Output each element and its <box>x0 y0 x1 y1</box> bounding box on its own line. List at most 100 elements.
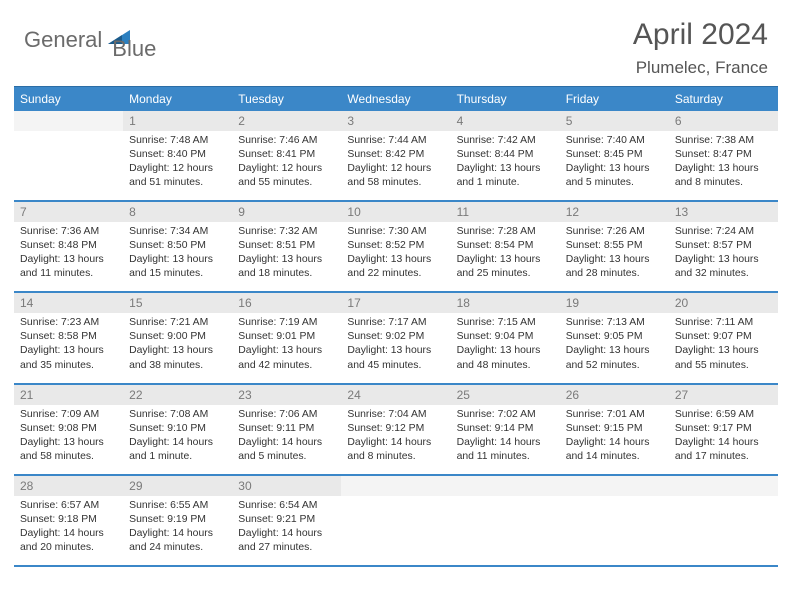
title-block: April 2024 Plumelec, France <box>633 18 768 78</box>
day-number <box>451 476 560 496</box>
weekday-mon: Monday <box>123 87 232 111</box>
sunset-text: Sunset: 8:52 PM <box>347 239 444 253</box>
daylight-text: Daylight: 14 hours and 5 minutes. <box>238 436 335 464</box>
day-number: 18 <box>451 293 560 313</box>
day-number: 9 <box>232 202 341 222</box>
sunrise-text: Sunrise: 7:19 AM <box>238 316 335 330</box>
day-number <box>669 476 778 496</box>
day-info: Sunrise: 7:40 AMSunset: 8:45 PMDaylight:… <box>560 131 669 200</box>
day-number <box>14 111 123 131</box>
sunset-text: Sunset: 9:11 PM <box>238 422 335 436</box>
day-number: 27 <box>669 385 778 405</box>
day-number: 6 <box>669 111 778 131</box>
day-number: 11 <box>451 202 560 222</box>
daylight-text: Daylight: 14 hours and 17 minutes. <box>675 436 772 464</box>
sunset-text: Sunset: 8:47 PM <box>675 148 772 162</box>
day-info <box>560 496 669 565</box>
sunrise-text: Sunrise: 7:46 AM <box>238 134 335 148</box>
sunset-text: Sunset: 9:05 PM <box>566 330 663 344</box>
sunrise-text: Sunrise: 7:40 AM <box>566 134 663 148</box>
daylight-text: Daylight: 13 hours and 11 minutes. <box>20 253 117 281</box>
sunset-text: Sunset: 9:07 PM <box>675 330 772 344</box>
day-number: 26 <box>560 385 669 405</box>
day-info: Sunrise: 7:11 AMSunset: 9:07 PMDaylight:… <box>669 313 778 382</box>
sunset-text: Sunset: 8:40 PM <box>129 148 226 162</box>
weekday-wed: Wednesday <box>341 87 450 111</box>
daylight-text: Daylight: 13 hours and 58 minutes. <box>20 436 117 464</box>
sunset-text: Sunset: 9:12 PM <box>347 422 444 436</box>
day-info: Sunrise: 7:24 AMSunset: 8:57 PMDaylight:… <box>669 222 778 291</box>
sunrise-text: Sunrise: 7:21 AM <box>129 316 226 330</box>
weekday-fri: Friday <box>560 87 669 111</box>
sunset-text: Sunset: 9:10 PM <box>129 422 226 436</box>
sunrise-text: Sunrise: 7:04 AM <box>347 408 444 422</box>
sunset-text: Sunset: 9:14 PM <box>457 422 554 436</box>
sunset-text: Sunset: 8:57 PM <box>675 239 772 253</box>
calendar-week: 78910111213Sunrise: 7:36 AMSunset: 8:48 … <box>14 202 778 293</box>
sunset-text: Sunset: 9:21 PM <box>238 513 335 527</box>
daylight-text: Daylight: 13 hours and 55 minutes. <box>675 344 772 372</box>
day-info: Sunrise: 7:34 AMSunset: 8:50 PMDaylight:… <box>123 222 232 291</box>
daylight-text: Daylight: 14 hours and 14 minutes. <box>566 436 663 464</box>
daylight-text: Daylight: 12 hours and 55 minutes. <box>238 162 335 190</box>
sunrise-text: Sunrise: 7:38 AM <box>675 134 772 148</box>
brand-word1: General <box>24 27 102 53</box>
sunset-text: Sunset: 8:55 PM <box>566 239 663 253</box>
daylight-text: Daylight: 13 hours and 38 minutes. <box>129 344 226 372</box>
daylight-text: Daylight: 13 hours and 22 minutes. <box>347 253 444 281</box>
daylight-text: Daylight: 14 hours and 1 minute. <box>129 436 226 464</box>
day-info: Sunrise: 7:36 AMSunset: 8:48 PMDaylight:… <box>14 222 123 291</box>
daylight-text: Daylight: 13 hours and 5 minutes. <box>566 162 663 190</box>
sunset-text: Sunset: 9:02 PM <box>347 330 444 344</box>
sunset-text: Sunset: 8:44 PM <box>457 148 554 162</box>
day-number: 12 <box>560 202 669 222</box>
daylight-text: Daylight: 12 hours and 58 minutes. <box>347 162 444 190</box>
day-info: Sunrise: 7:26 AMSunset: 8:55 PMDaylight:… <box>560 222 669 291</box>
day-number: 23 <box>232 385 341 405</box>
day-number: 19 <box>560 293 669 313</box>
daylight-text: Daylight: 14 hours and 27 minutes. <box>238 527 335 555</box>
day-info: Sunrise: 6:57 AMSunset: 9:18 PMDaylight:… <box>14 496 123 565</box>
sunrise-text: Sunrise: 7:02 AM <box>457 408 554 422</box>
day-info: Sunrise: 7:48 AMSunset: 8:40 PMDaylight:… <box>123 131 232 200</box>
sunrise-text: Sunrise: 7:42 AM <box>457 134 554 148</box>
daylight-text: Daylight: 13 hours and 1 minute. <box>457 162 554 190</box>
day-info: Sunrise: 7:46 AMSunset: 8:41 PMDaylight:… <box>232 131 341 200</box>
calendar-week: 21222324252627Sunrise: 7:09 AMSunset: 9:… <box>14 385 778 476</box>
sunrise-text: Sunrise: 7:34 AM <box>129 225 226 239</box>
daylight-text: Daylight: 14 hours and 11 minutes. <box>457 436 554 464</box>
daylight-text: Daylight: 13 hours and 52 minutes. <box>566 344 663 372</box>
day-number: 7 <box>14 202 123 222</box>
day-number: 21 <box>14 385 123 405</box>
sunrise-text: Sunrise: 7:17 AM <box>347 316 444 330</box>
brand-logo: General Blue <box>24 18 156 62</box>
calendar-week: 282930Sunrise: 6:57 AMSunset: 9:18 PMDay… <box>14 476 778 567</box>
weekday-thu: Thursday <box>451 87 560 111</box>
daylight-text: Daylight: 14 hours and 8 minutes. <box>347 436 444 464</box>
sunset-text: Sunset: 8:42 PM <box>347 148 444 162</box>
calendar: Sunday Monday Tuesday Wednesday Thursday… <box>0 86 792 567</box>
day-info: Sunrise: 7:44 AMSunset: 8:42 PMDaylight:… <box>341 131 450 200</box>
day-info: Sunrise: 7:09 AMSunset: 9:08 PMDaylight:… <box>14 405 123 474</box>
day-number: 3 <box>341 111 450 131</box>
sunrise-text: Sunrise: 7:09 AM <box>20 408 117 422</box>
sunrise-text: Sunrise: 7:15 AM <box>457 316 554 330</box>
day-info <box>341 496 450 565</box>
sunset-text: Sunset: 9:15 PM <box>566 422 663 436</box>
sunset-text: Sunset: 9:17 PM <box>675 422 772 436</box>
sunrise-text: Sunrise: 7:48 AM <box>129 134 226 148</box>
calendar-week: 123456Sunrise: 7:48 AMSunset: 8:40 PMDay… <box>14 111 778 202</box>
day-info: Sunrise: 7:13 AMSunset: 9:05 PMDaylight:… <box>560 313 669 382</box>
sunset-text: Sunset: 8:41 PM <box>238 148 335 162</box>
sunset-text: Sunset: 8:45 PM <box>566 148 663 162</box>
day-info: Sunrise: 7:15 AMSunset: 9:04 PMDaylight:… <box>451 313 560 382</box>
day-number: 25 <box>451 385 560 405</box>
sunset-text: Sunset: 9:19 PM <box>129 513 226 527</box>
day-info: Sunrise: 7:38 AMSunset: 8:47 PMDaylight:… <box>669 131 778 200</box>
sunrise-text: Sunrise: 6:59 AM <box>675 408 772 422</box>
day-info <box>14 131 123 200</box>
weekday-header: Sunday Monday Tuesday Wednesday Thursday… <box>14 86 778 111</box>
sunset-text: Sunset: 8:54 PM <box>457 239 554 253</box>
daylight-text: Daylight: 13 hours and 8 minutes. <box>675 162 772 190</box>
day-number: 14 <box>14 293 123 313</box>
